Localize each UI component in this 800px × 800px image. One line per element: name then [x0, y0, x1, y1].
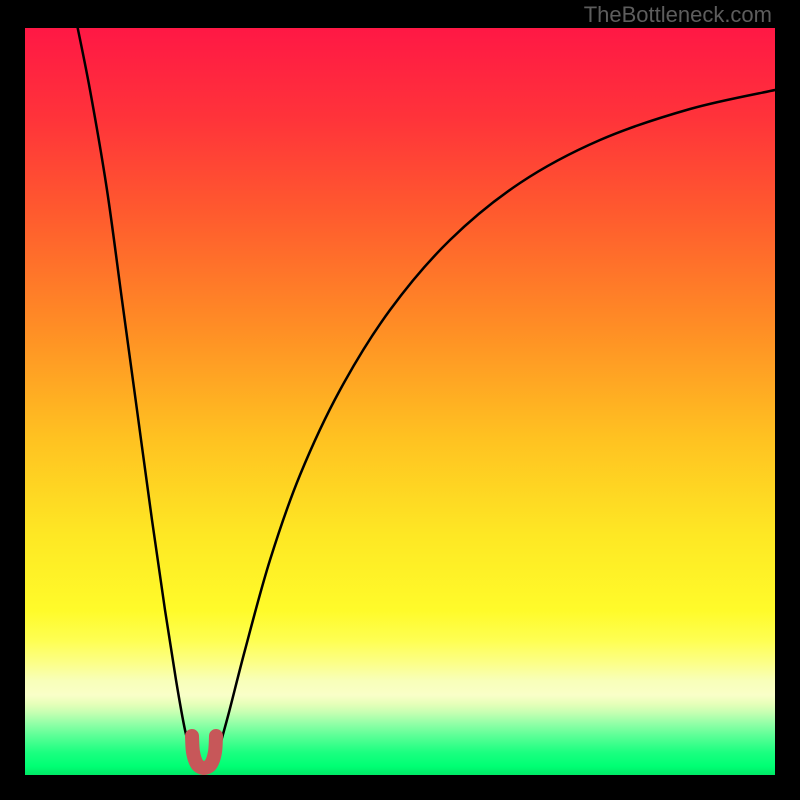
chart-frame: TheBottleneck.com	[0, 0, 800, 800]
bottleneck-chart	[0, 0, 800, 800]
plot-area	[25, 28, 775, 775]
watermark-text: TheBottleneck.com	[584, 2, 772, 28]
